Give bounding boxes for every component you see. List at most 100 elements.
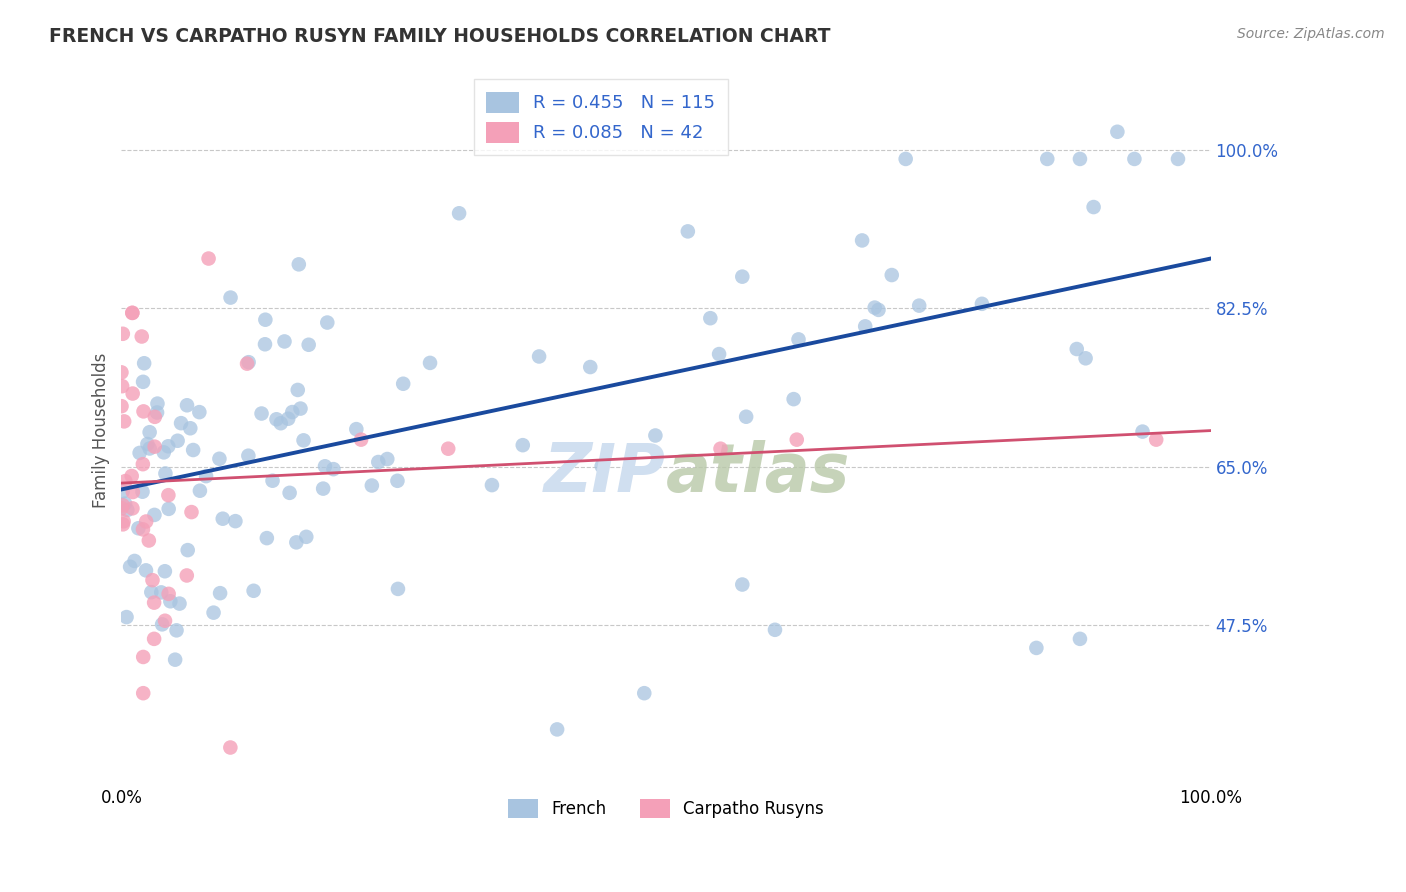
Point — [868, 302, 890, 317]
Point — [316, 316, 339, 330]
Text: FRENCH VS CARPATHO RUSYN FAMILY HOUSEHOLDS CORRELATION CHART: FRENCH VS CARPATHO RUSYN FAMILY HOUSEHOL… — [49, 27, 831, 45]
Point — [290, 401, 312, 416]
Point — [786, 433, 808, 447]
Point — [138, 442, 160, 456]
Point — [350, 433, 373, 447]
Point — [146, 405, 169, 419]
Point — [197, 252, 219, 266]
Point — [863, 301, 886, 315]
Point — [132, 375, 155, 389]
Point — [481, 478, 503, 492]
Point — [254, 312, 277, 326]
Point — [111, 499, 134, 513]
Point — [1167, 152, 1189, 166]
Point — [132, 650, 155, 665]
Point — [143, 632, 166, 646]
Point — [134, 356, 156, 370]
Point — [121, 306, 143, 320]
Point — [908, 299, 931, 313]
Point — [281, 405, 304, 419]
Point — [295, 530, 318, 544]
Point — [128, 446, 150, 460]
Point — [437, 442, 460, 456]
Point — [157, 439, 180, 453]
Point — [731, 577, 754, 591]
Point — [546, 723, 568, 737]
Point — [132, 686, 155, 700]
Point — [298, 338, 321, 352]
Point — [131, 329, 153, 343]
Point — [253, 337, 276, 351]
Point — [111, 517, 134, 532]
Legend: French, Carpatho Rusyns: French, Carpatho Rusyns — [502, 792, 831, 825]
Point — [143, 508, 166, 522]
Point — [131, 484, 153, 499]
Point — [110, 501, 132, 516]
Point — [135, 515, 157, 529]
Point — [266, 412, 288, 426]
Point — [1132, 425, 1154, 439]
Point — [314, 459, 336, 474]
Point — [853, 319, 876, 334]
Point — [763, 623, 786, 637]
Point — [219, 291, 242, 305]
Point — [224, 514, 246, 528]
Point — [141, 585, 163, 599]
Point — [735, 409, 758, 424]
Point — [115, 610, 138, 624]
Point — [1069, 152, 1091, 166]
Point — [277, 411, 299, 425]
Point — [153, 445, 176, 459]
Point — [512, 438, 534, 452]
Point — [285, 535, 308, 549]
Point — [449, 206, 471, 220]
Point — [169, 597, 191, 611]
Point — [707, 347, 730, 361]
Point — [242, 583, 264, 598]
Point — [262, 474, 284, 488]
Point — [121, 386, 143, 401]
Point — [273, 334, 295, 349]
Point — [731, 269, 754, 284]
Point — [166, 434, 188, 448]
Point — [165, 653, 187, 667]
Point — [1083, 200, 1105, 214]
Point — [143, 596, 166, 610]
Point — [121, 485, 143, 500]
Y-axis label: Family Households: Family Households — [93, 353, 110, 508]
Point — [387, 582, 409, 596]
Point — [176, 568, 198, 582]
Point — [114, 497, 136, 511]
Point — [153, 614, 176, 628]
Point — [1025, 640, 1047, 655]
Point — [527, 350, 550, 364]
Point — [177, 543, 200, 558]
Point — [633, 686, 655, 700]
Point — [155, 467, 177, 481]
Point — [579, 359, 602, 374]
Point — [143, 440, 166, 454]
Point — [256, 531, 278, 545]
Point — [179, 421, 201, 435]
Point — [250, 407, 273, 421]
Point — [238, 355, 260, 369]
Point — [367, 455, 389, 469]
Point — [110, 365, 132, 379]
Point — [188, 405, 211, 419]
Point — [135, 563, 157, 577]
Point — [1074, 351, 1097, 366]
Point — [112, 414, 135, 428]
Point — [132, 404, 155, 418]
Point — [970, 297, 993, 311]
Point — [188, 483, 211, 498]
Point — [782, 392, 804, 406]
Point — [1066, 342, 1088, 356]
Point — [1123, 152, 1146, 166]
Point — [1144, 433, 1167, 447]
Point — [288, 257, 311, 271]
Point — [141, 573, 163, 587]
Point — [121, 306, 143, 320]
Point — [880, 268, 903, 282]
Point — [157, 501, 180, 516]
Point — [676, 224, 699, 238]
